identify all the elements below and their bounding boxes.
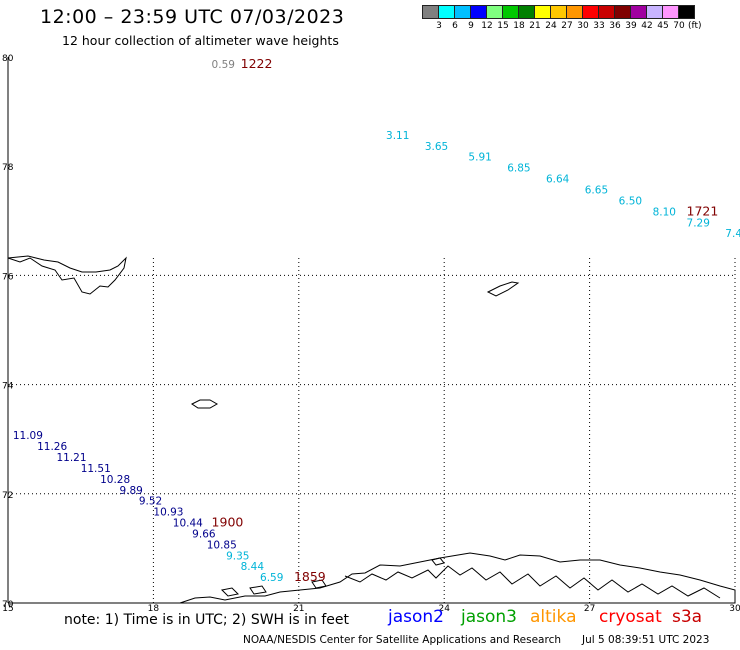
longitude-label: 30 — [729, 604, 740, 614]
wave-height-label: 10.28 — [100, 474, 130, 486]
longitude-label: 27 — [584, 604, 595, 614]
norway-fjords — [344, 565, 721, 599]
bear-island-coast — [191, 399, 219, 409]
color-legend-label: 27 — [561, 21, 573, 31]
color-legend-label: 6 — [452, 21, 458, 31]
credit-text: NOAA/NESDIS Center for Satellite Applica… — [243, 634, 561, 646]
pass-time-label: 1900 — [212, 515, 244, 530]
wave-height-label: 8.44 — [241, 561, 265, 573]
color-legend-swatch — [678, 5, 695, 19]
wave-height-tracks: 0.59 3.11 3.65 5.91 6.85 6.64 6.65 6.50 8.10 7.29… — [13, 59, 740, 584]
pass-time-label: 1222 — [241, 56, 273, 71]
color-legend-label: 21 — [529, 21, 541, 31]
wave-height-label: 6.65 — [585, 185, 608, 197]
satellite-legend-cryosat: cryosat — [599, 607, 662, 627]
timestamp-text: Jul 5 08:39:51 UTC 2023 — [582, 634, 710, 646]
color-legend-label: 9 — [468, 21, 474, 31]
wave-height-label: 9.66 — [192, 528, 216, 540]
norway-coast — [179, 552, 736, 604]
color-legend-label: 3 — [436, 21, 442, 31]
wave-height-label: 9.52 — [139, 496, 162, 508]
wave-height-label: 10.44 — [173, 518, 203, 530]
wave-height-label: 11.21 — [56, 452, 86, 464]
coastlines — [7, 255, 736, 604]
color-legend-label: 39 — [625, 21, 637, 31]
color-legend-label: 24 — [545, 21, 557, 31]
map-gridlines — [8, 258, 736, 603]
color-legend-ticks: 3 6 9 12 15 18 21 24 27 30 33 36 39 42 45 70 (ft) — [422, 19, 701, 33]
color-legend-label: 30 — [577, 21, 589, 31]
wave-height-label: 11.26 — [37, 441, 67, 453]
satellite-legend-jason3: jason3 — [461, 607, 517, 627]
wave-height-label: 8.10 — [653, 206, 676, 218]
color-legend-label: 45 — [657, 21, 669, 31]
pass-time-label: 1721 — [687, 203, 719, 218]
wave-height-label: 0.59 — [212, 59, 235, 71]
latitude-label: 78 — [2, 163, 14, 173]
page-subtitle: 12 hour collection of altimeter wave hei… — [62, 33, 339, 48]
longitude-label: 15 — [2, 604, 13, 614]
wave-height-label: 6.64 — [546, 174, 570, 186]
pass-time-label: 1859 — [294, 569, 326, 584]
wave-height-label: 7.29 — [687, 217, 710, 229]
wave-height-label: 11.09 — [13, 430, 43, 442]
color-legend-label: 36 — [609, 21, 621, 31]
wave-height-label: 10.93 — [153, 507, 183, 519]
wave-height-label: 6.59 — [260, 572, 283, 584]
longitude-label: 18 — [148, 604, 160, 614]
longitude-label: 21 — [293, 604, 304, 614]
color-legend-label: 15 — [497, 21, 509, 31]
latitude-label: 74 — [2, 382, 14, 392]
satellite-legend-s3a: s3a — [672, 607, 703, 627]
wave-height-label: 10.85 — [207, 539, 237, 551]
wave-height-label: 7.4 — [725, 228, 740, 240]
latitude-label: 76 — [2, 272, 14, 282]
wave-height-label: 6.85 — [507, 163, 530, 175]
color-legend-unit: (ft) — [688, 21, 702, 31]
norway-islands — [220, 557, 445, 597]
latitude-label: 70 — [2, 600, 14, 610]
latitude-label: 72 — [2, 491, 13, 501]
wave-height-label: 9.35 — [226, 550, 249, 562]
pass-time-labels: 1222 1721 1900 1859 — [212, 56, 719, 584]
color-legend-label: 18 — [513, 21, 525, 31]
color-legend-label: 12 — [481, 21, 493, 31]
wave-height-label: 5.91 — [468, 152, 491, 164]
map-frame — [7, 57, 735, 604]
satellite-legend-jason2: jason2 — [388, 607, 444, 627]
wave-height-label: 11.51 — [81, 463, 111, 475]
svalbard-coast — [7, 255, 127, 295]
wave-height-label: 9.89 — [119, 485, 142, 497]
color-legend-label: 33 — [593, 21, 605, 31]
latitude-label: 80 — [2, 54, 14, 64]
wave-height-label: 3.11 — [386, 130, 409, 142]
color-legend-swatches — [422, 5, 695, 19]
longitude-label: 24 — [438, 604, 450, 614]
color-legend-label: 42 — [641, 21, 653, 31]
wave-height-label: 3.65 — [425, 141, 448, 153]
color-legend: 3 6 9 12 15 18 21 24 27 30 33 36 39 42 45 70 (ft) — [422, 5, 702, 33]
note-text: note: 1) Time is in UTC; 2) SWH is in fe… — [64, 612, 350, 628]
kong-karls-land-coast — [486, 281, 520, 297]
page-title: 12:00 – 23:59 UTC 07/03/2023 — [40, 6, 345, 28]
wave-height-label: 6.50 — [619, 195, 642, 207]
satellite-legend-altika: altika — [530, 607, 577, 627]
color-legend-label: 70 — [673, 21, 685, 31]
